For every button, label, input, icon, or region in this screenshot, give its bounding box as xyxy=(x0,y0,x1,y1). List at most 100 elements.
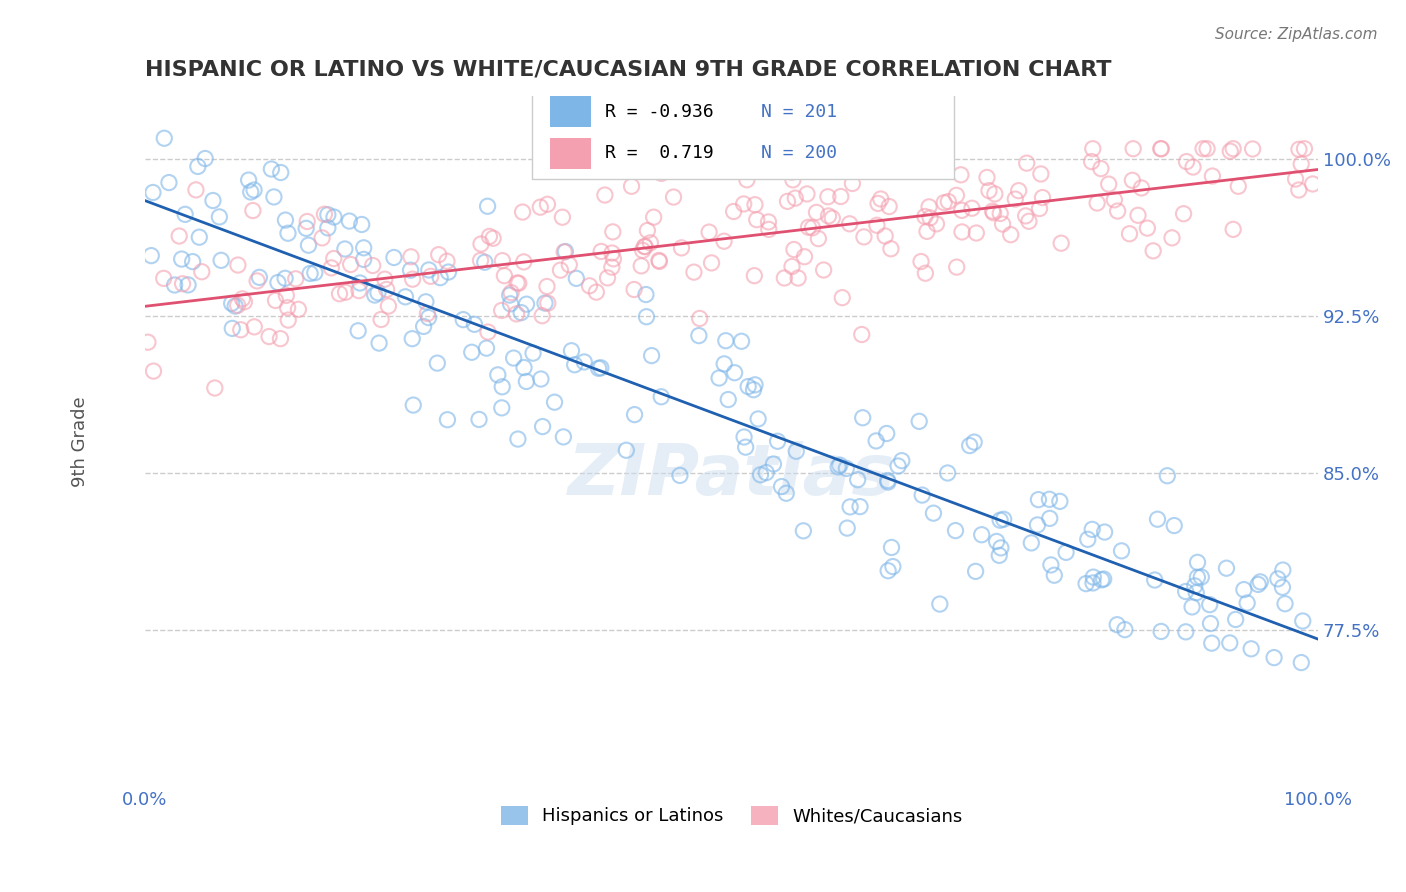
Point xyxy=(322,252,344,266)
Point xyxy=(377,299,399,313)
Point xyxy=(1085,196,1108,211)
Point xyxy=(463,318,485,332)
Point xyxy=(640,349,662,363)
Point xyxy=(821,211,844,226)
Point xyxy=(591,244,613,259)
Point xyxy=(640,235,662,250)
Point xyxy=(1175,154,1198,169)
Point xyxy=(419,269,441,284)
Point xyxy=(827,459,849,474)
Point xyxy=(730,334,752,349)
Point xyxy=(988,549,1011,563)
Point xyxy=(851,327,873,342)
Point xyxy=(1182,160,1205,174)
Point xyxy=(797,220,820,235)
Point xyxy=(1092,572,1115,586)
Point xyxy=(1187,555,1209,569)
Point xyxy=(914,266,936,280)
Point xyxy=(427,248,450,262)
Point xyxy=(773,271,796,285)
Point xyxy=(1136,221,1159,235)
Point xyxy=(513,360,536,375)
Point xyxy=(945,524,967,538)
Point xyxy=(328,286,350,301)
Point xyxy=(643,210,665,224)
Point xyxy=(499,288,522,302)
Point xyxy=(1267,572,1289,586)
Point xyxy=(1081,575,1104,590)
Point xyxy=(620,179,643,194)
Point xyxy=(565,271,588,285)
Point xyxy=(1227,179,1250,194)
Point xyxy=(1225,612,1247,626)
Point xyxy=(157,176,180,190)
Point xyxy=(782,173,804,187)
Point xyxy=(835,461,858,475)
Point xyxy=(429,270,451,285)
Point xyxy=(246,274,269,288)
Point xyxy=(1081,142,1104,156)
Point xyxy=(866,219,889,233)
Point xyxy=(965,226,987,240)
Point xyxy=(662,190,685,204)
Point xyxy=(965,565,987,579)
Point xyxy=(311,231,333,245)
Point xyxy=(1015,156,1038,170)
Point xyxy=(1187,570,1209,584)
Point xyxy=(257,329,280,343)
Point xyxy=(1107,617,1129,632)
Point xyxy=(347,324,370,338)
Text: ZIPatlas: ZIPatlas xyxy=(568,442,896,510)
Point xyxy=(1198,598,1220,612)
Point xyxy=(1241,142,1264,156)
Point xyxy=(578,278,600,293)
Point xyxy=(418,310,440,325)
Point xyxy=(1233,582,1256,597)
Point xyxy=(506,276,529,290)
FancyBboxPatch shape xyxy=(550,138,591,169)
Point xyxy=(436,413,458,427)
Point xyxy=(451,312,474,326)
Point xyxy=(876,426,898,441)
Point xyxy=(501,285,523,300)
Point xyxy=(287,302,309,317)
Point xyxy=(382,251,405,265)
Point xyxy=(491,380,513,394)
Point xyxy=(349,276,371,290)
Point xyxy=(1039,558,1062,572)
Point xyxy=(543,395,565,409)
Point xyxy=(1163,518,1185,533)
Point xyxy=(880,541,903,555)
Point xyxy=(508,277,530,291)
Point xyxy=(963,435,986,450)
Point xyxy=(744,377,766,392)
Point xyxy=(375,282,398,296)
Point xyxy=(475,341,498,355)
Point xyxy=(1083,570,1105,584)
Point xyxy=(152,271,174,285)
Point xyxy=(1288,183,1310,197)
Point xyxy=(634,240,657,254)
Text: HISPANIC OR LATINO VS WHITE/CAUCASIAN 9TH GRADE CORRELATION CHART: HISPANIC OR LATINO VS WHITE/CAUCASIAN 9T… xyxy=(145,60,1111,79)
Point xyxy=(1021,536,1043,550)
Point xyxy=(713,234,735,248)
Point xyxy=(399,250,422,264)
Point xyxy=(945,260,967,274)
Point xyxy=(911,488,934,502)
Point xyxy=(977,184,1000,198)
Point xyxy=(817,209,839,223)
Point xyxy=(866,196,889,211)
Point xyxy=(734,440,756,454)
Point xyxy=(807,231,830,245)
Point xyxy=(550,263,572,277)
Point xyxy=(399,263,422,277)
Point xyxy=(936,194,959,209)
Point xyxy=(263,190,285,204)
Point xyxy=(742,383,765,397)
Point xyxy=(416,307,439,321)
Point xyxy=(536,279,558,293)
Point xyxy=(593,188,616,202)
Point xyxy=(887,458,910,473)
Point xyxy=(418,263,440,277)
Point xyxy=(650,166,672,180)
